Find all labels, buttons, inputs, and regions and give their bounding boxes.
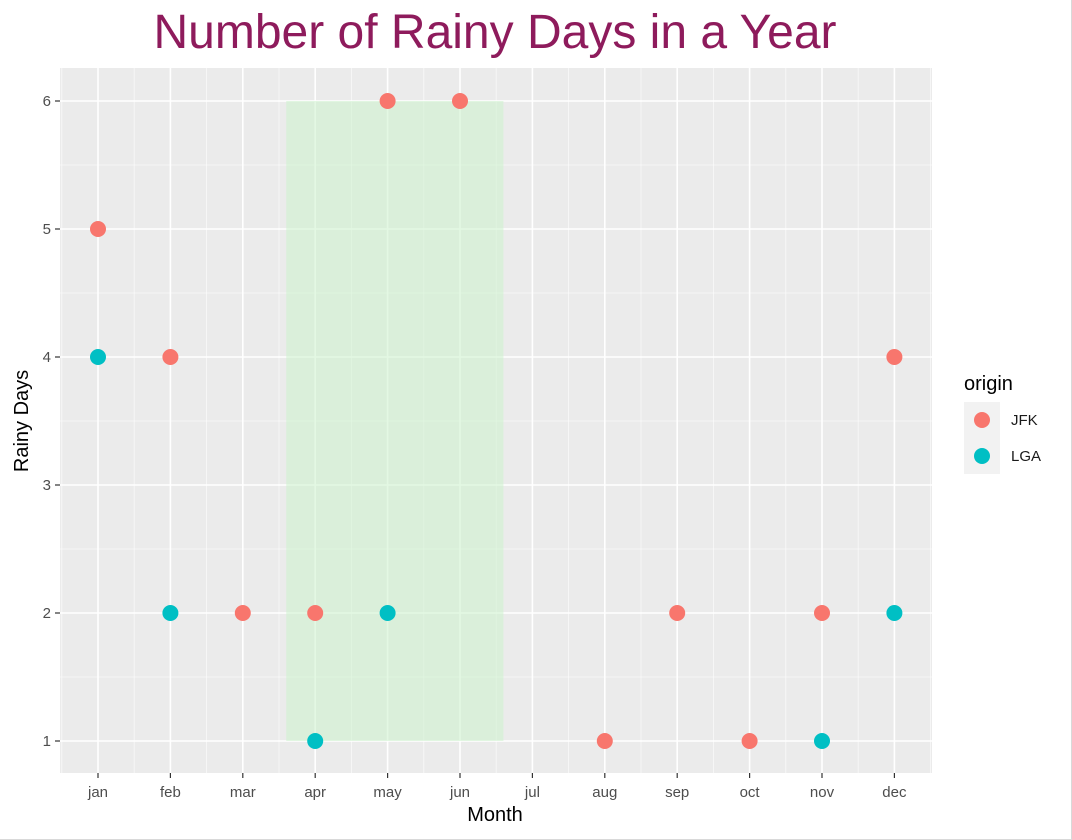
- legend-key-jfk: [974, 412, 990, 428]
- point-jfk-may: [379, 93, 396, 109]
- point-jfk-nov: [814, 605, 830, 621]
- x-tick-label-may: may: [373, 784, 402, 801]
- legend-label-lga: LGA: [1011, 448, 1041, 465]
- chart-title: Number of Rainy Days in a Year: [153, 6, 836, 59]
- point-lga-may: [379, 605, 396, 621]
- point-jfk-apr: [307, 605, 324, 621]
- point-jfk-jan: [90, 221, 106, 237]
- point-lga-feb: [162, 605, 179, 621]
- y-tick-label: 3: [43, 477, 51, 494]
- point-lga-nov: [814, 733, 830, 749]
- point-jfk-mar: [234, 605, 251, 621]
- x-tick-label-sep: sep: [665, 784, 689, 801]
- data-points: [90, 93, 903, 749]
- y-tick-label: 4: [43, 349, 51, 366]
- legend-title: origin: [964, 373, 1013, 395]
- point-jfk-aug: [596, 733, 613, 749]
- point-jfk-oct: [741, 733, 758, 749]
- x-tick-label-jul: jul: [524, 784, 540, 801]
- legend-items: JFK LGA: [964, 402, 1041, 474]
- highlight-band: [286, 101, 504, 741]
- x-axis-title: Month: [467, 804, 523, 826]
- point-jfk-jun: [452, 93, 468, 109]
- x-tick-label-oct: oct: [740, 784, 761, 801]
- y-tick-label: 6: [43, 93, 51, 110]
- x-tick-label-feb: feb: [160, 784, 181, 801]
- legend-label-jfk: JFK: [1011, 412, 1038, 429]
- x-tick-label-apr: apr: [304, 784, 326, 801]
- x-tick-label-jan: jan: [87, 784, 108, 801]
- x-tick-label-nov: nov: [810, 784, 835, 801]
- x-tick-label-aug: aug: [592, 784, 617, 801]
- y-axis-ticks: 1 2 3 4 5 6: [43, 93, 60, 750]
- x-tick-label-dec: dec: [882, 784, 907, 801]
- point-jfk-feb: [162, 349, 179, 365]
- x-tick-label-jun: jun: [449, 784, 470, 801]
- y-tick-label: 2: [43, 605, 51, 622]
- y-tick-label: 5: [43, 221, 51, 238]
- x-axis-ticks: jan feb mar apr may jun jul aug sep oct nov dec: [87, 773, 907, 801]
- point-lga-jan: [90, 349, 106, 365]
- legend: origin JFK LGA: [964, 373, 1041, 474]
- y-tick-label: 1: [43, 733, 51, 750]
- y-axis-title: Rainy Days: [11, 370, 33, 472]
- point-jfk-sep: [669, 605, 686, 621]
- point-lga-apr: [307, 733, 324, 749]
- point-jfk-dec: [886, 349, 903, 365]
- legend-key-lga: [974, 448, 990, 464]
- point-lga-dec: [886, 605, 903, 621]
- x-tick-label-mar: mar: [230, 784, 256, 801]
